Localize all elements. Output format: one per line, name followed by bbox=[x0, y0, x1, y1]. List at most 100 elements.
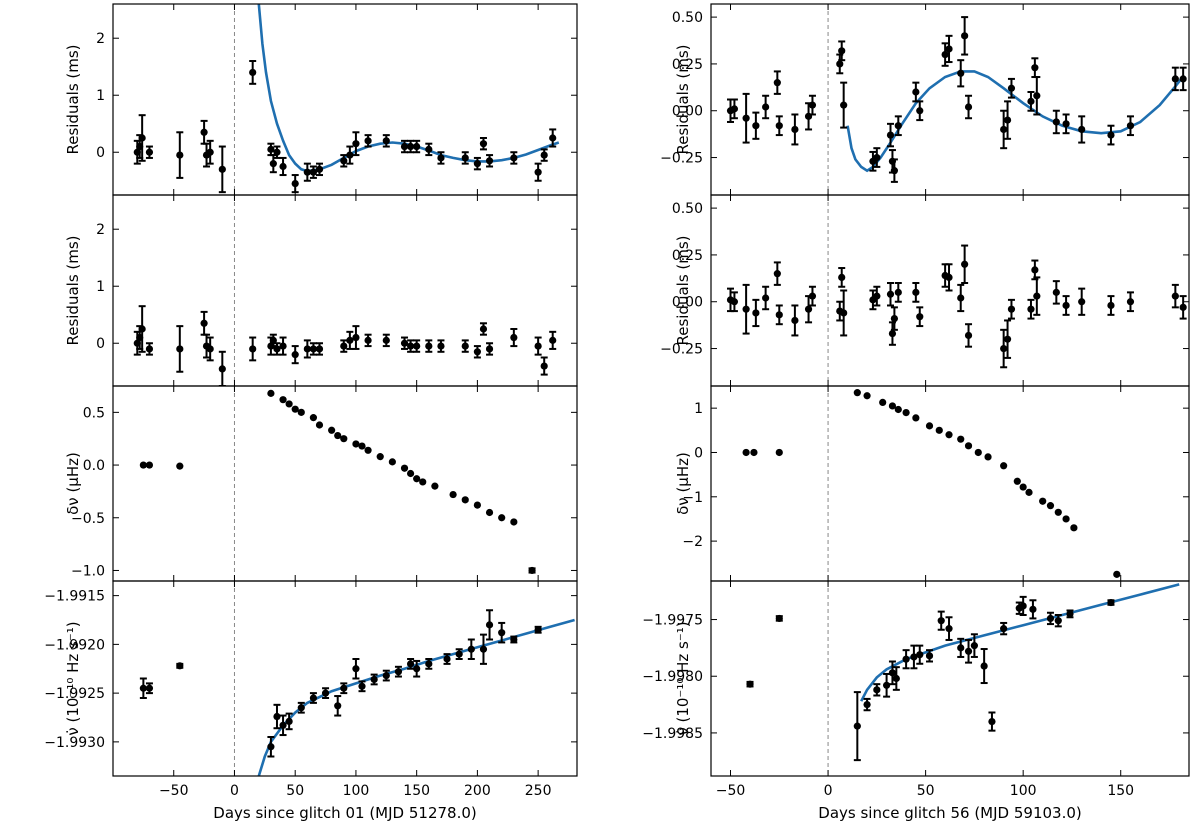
data-marker bbox=[309, 345, 318, 353]
data-point bbox=[863, 697, 871, 712]
data-marker bbox=[961, 32, 969, 40]
data-marker bbox=[873, 686, 881, 694]
data-point bbox=[139, 461, 147, 469]
data-marker bbox=[762, 103, 770, 111]
data-point bbox=[935, 426, 943, 434]
data-point bbox=[510, 635, 518, 644]
data-marker bbox=[838, 47, 846, 55]
y-axis-label: Residuals (ms) bbox=[64, 44, 82, 154]
data-point bbox=[267, 736, 275, 758]
data-point bbox=[974, 448, 982, 457]
data-point bbox=[957, 637, 965, 658]
x-axis-label: Days since glitch 01 (MJD 51278.0) bbox=[213, 804, 476, 822]
data-marker bbox=[145, 684, 154, 692]
data-marker bbox=[303, 345, 311, 353]
data-marker bbox=[1027, 97, 1035, 105]
data-marker bbox=[1000, 125, 1008, 134]
data-point bbox=[485, 154, 494, 168]
data-point bbox=[145, 342, 154, 356]
plot-area bbox=[726, 244, 1187, 369]
data-marker bbox=[394, 668, 403, 676]
data-point bbox=[479, 136, 488, 151]
data-point bbox=[334, 431, 342, 440]
y-tick-label: −1 bbox=[682, 490, 703, 506]
data-point bbox=[139, 677, 147, 699]
data-point bbox=[328, 426, 336, 434]
data-point bbox=[1003, 100, 1012, 140]
y-axis-label: Residuals (ms) bbox=[674, 235, 692, 345]
fit-curve bbox=[860, 583, 1180, 702]
data-point bbox=[249, 336, 257, 362]
data-point bbox=[473, 501, 481, 509]
data-point bbox=[273, 145, 281, 159]
data-marker bbox=[549, 134, 557, 142]
data-marker bbox=[145, 148, 154, 156]
data-marker bbox=[309, 694, 318, 702]
data-point bbox=[176, 325, 184, 373]
data-point bbox=[279, 336, 287, 356]
data-point bbox=[961, 16, 969, 56]
data-point bbox=[937, 610, 945, 631]
data-point bbox=[1027, 298, 1035, 320]
panel-frame bbox=[112, 385, 578, 582]
data-marker bbox=[1062, 515, 1070, 523]
data-marker bbox=[957, 69, 965, 77]
data-marker bbox=[352, 140, 360, 148]
data-point bbox=[269, 154, 277, 174]
data-point bbox=[273, 342, 281, 356]
data-marker bbox=[775, 614, 783, 623]
data-marker bbox=[249, 68, 257, 77]
data-marker bbox=[139, 684, 147, 692]
data-point bbox=[916, 306, 924, 328]
data-point bbox=[892, 666, 900, 691]
data-point bbox=[200, 119, 208, 145]
data-marker bbox=[437, 342, 445, 350]
x-tick-label: −50 bbox=[159, 783, 189, 799]
data-point bbox=[1062, 515, 1070, 523]
data-marker bbox=[540, 362, 548, 370]
data-point bbox=[376, 453, 384, 461]
data-marker bbox=[510, 333, 518, 342]
data-point bbox=[388, 458, 396, 466]
y-axis-label: Residuals (ms) bbox=[64, 235, 82, 345]
x-tick-label: 100 bbox=[343, 783, 370, 799]
data-marker bbox=[888, 669, 897, 677]
data-marker bbox=[1070, 524, 1078, 532]
data-point bbox=[364, 134, 372, 148]
data-point bbox=[218, 350, 226, 386]
data-marker bbox=[1013, 477, 1021, 485]
data-marker bbox=[1031, 266, 1039, 274]
y-tick-label: −0.5 bbox=[71, 511, 105, 527]
data-point bbox=[840, 81, 848, 129]
data-marker bbox=[364, 446, 372, 454]
data-point bbox=[836, 300, 844, 322]
data-point bbox=[1029, 599, 1037, 620]
data-marker bbox=[1019, 602, 1027, 610]
data-marker bbox=[1052, 118, 1060, 126]
data-marker bbox=[1078, 125, 1086, 134]
data-marker bbox=[762, 294, 770, 302]
data-marker bbox=[791, 316, 799, 325]
data-marker bbox=[1003, 116, 1012, 124]
data-point bbox=[382, 333, 390, 348]
data-point bbox=[1000, 621, 1008, 636]
data-point bbox=[1033, 76, 1041, 116]
data-marker bbox=[267, 145, 275, 153]
y-tick-label: −1.9985 bbox=[642, 726, 703, 742]
data-point bbox=[808, 94, 817, 116]
data-marker bbox=[297, 704, 305, 712]
data-marker bbox=[1000, 344, 1008, 353]
data-marker bbox=[916, 651, 924, 659]
data-marker bbox=[1027, 305, 1035, 313]
data-point bbox=[425, 658, 433, 670]
data-point bbox=[1046, 502, 1055, 510]
data-point bbox=[791, 304, 799, 337]
data-point bbox=[882, 672, 891, 698]
data-point bbox=[912, 414, 920, 422]
data-point bbox=[742, 92, 750, 144]
data-marker bbox=[145, 461, 154, 469]
data-marker bbox=[291, 405, 299, 413]
data-marker bbox=[291, 351, 299, 359]
y-tick-label: 1 bbox=[96, 279, 105, 295]
data-marker bbox=[425, 342, 433, 350]
